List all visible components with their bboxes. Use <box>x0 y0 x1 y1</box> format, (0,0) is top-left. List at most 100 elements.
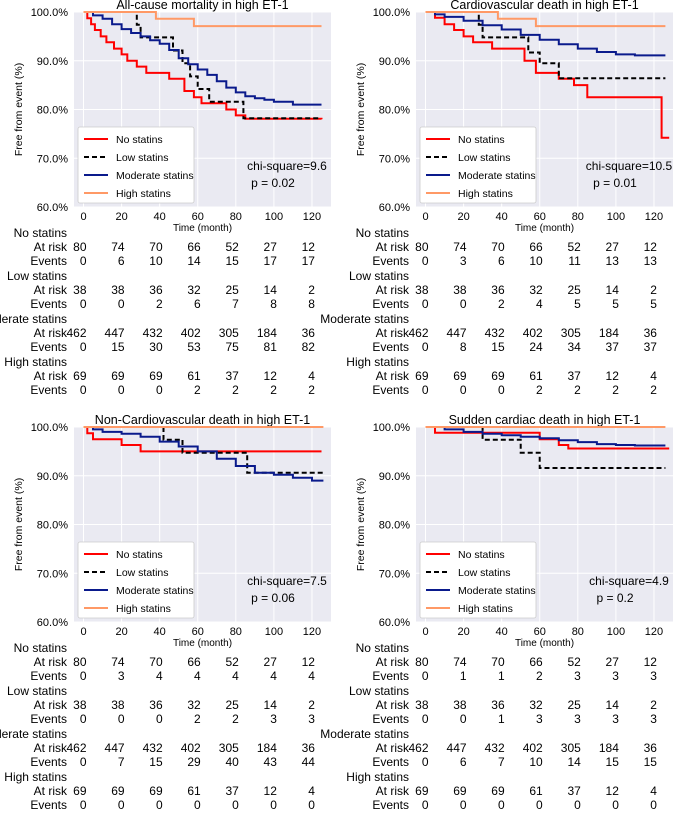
events-value: 15 <box>149 755 163 769</box>
events-value: 2 <box>194 712 201 726</box>
at-risk-value: 38 <box>453 698 467 712</box>
events-value: 4 <box>156 669 163 683</box>
events-value: 1 <box>460 669 467 683</box>
x-tick-label: 60 <box>534 626 546 638</box>
at-risk-value: 2 <box>308 283 315 297</box>
at-risk-value: 69 <box>415 369 429 383</box>
events-value: 7 <box>498 755 505 769</box>
events-value: 0 <box>80 669 87 683</box>
legend-label-low: Low statins <box>116 152 169 164</box>
at-risk-value: 32 <box>529 698 543 712</box>
at-risk-value: 66 <box>529 240 543 254</box>
at-risk-value: 61 <box>187 784 201 798</box>
p-value-text: p = 0.06 <box>251 591 295 605</box>
events-value: 15 <box>644 755 658 769</box>
risk-group-label: Moderate statins <box>0 312 67 326</box>
at-risk-value: 2 <box>650 698 657 712</box>
events-value: 17 <box>264 254 278 268</box>
at-risk-value: 38 <box>415 698 429 712</box>
events-value: 6 <box>498 254 505 268</box>
risk-group-label: High statins <box>346 355 409 369</box>
at-risk-value: 80 <box>73 240 87 254</box>
x-tick-label: 80 <box>230 626 242 638</box>
y-tick-label: 90.0% <box>37 471 68 483</box>
events-value: 43 <box>264 755 278 769</box>
events-value: 4 <box>536 297 543 311</box>
legend-label-no: No statins <box>116 549 163 561</box>
at-risk-value: 402 <box>181 741 201 755</box>
events-value: 8 <box>460 340 467 354</box>
at-risk-value: 184 <box>257 326 277 340</box>
y-tick-label: 70.0% <box>379 153 410 165</box>
events-value: 2 <box>194 383 201 397</box>
at-risk-value: 27 <box>606 655 620 669</box>
events-value: 0 <box>422 755 429 769</box>
km-panel-non-cardiovascular: Non-Cardiovascular death in high ET-1 60.… <box>0 413 342 830</box>
at-risk-value: 12 <box>606 369 620 383</box>
events-value: 2 <box>232 712 239 726</box>
x-tick-label: 120 <box>303 211 321 223</box>
x-axis-label: Time (month) <box>173 638 232 649</box>
chart-title: Cardiovascular death in high ET-1 <box>450 0 638 12</box>
risk-group-label: High statins <box>4 355 67 369</box>
at-risk-value: 70 <box>491 240 505 254</box>
km-curve-no-statins <box>83 11 323 120</box>
risk-group-label: High statins <box>4 770 67 784</box>
at-risk-label: At risk <box>34 240 68 254</box>
at-risk-value: 184 <box>599 741 619 755</box>
legend-label-low: Low statins <box>116 567 169 579</box>
at-risk-value: 36 <box>644 741 658 755</box>
km-curve-high-statins <box>425 11 666 28</box>
at-risk-value: 38 <box>111 698 125 712</box>
events-value: 0 <box>80 254 87 268</box>
events-label: Events <box>30 340 67 354</box>
at-risk-value: 69 <box>453 369 467 383</box>
p-value-text: p = 0.01 <box>593 176 637 190</box>
events-value: 14 <box>187 254 201 268</box>
at-risk-label: At risk <box>376 369 410 383</box>
at-risk-value: 4 <box>650 784 657 798</box>
at-risk-value: 69 <box>415 784 429 798</box>
events-label: Events <box>372 798 409 812</box>
at-risk-value: 36 <box>302 741 316 755</box>
x-tick-label: 40 <box>496 211 508 223</box>
risk-group-label: Moderate statins <box>0 727 67 741</box>
legend-label-no: No statins <box>116 134 163 146</box>
events-label: Events <box>372 254 409 268</box>
risk-group-label: No statins <box>14 226 67 240</box>
events-value: 34 <box>567 340 581 354</box>
events-value: 15 <box>491 340 505 354</box>
events-value: 0 <box>194 798 201 812</box>
at-risk-value: 61 <box>187 369 201 383</box>
at-risk-value: 61 <box>529 369 543 383</box>
at-risk-label: At risk <box>376 240 410 254</box>
x-tick-label: 0 <box>422 626 428 638</box>
at-risk-value: 36 <box>491 698 505 712</box>
x-tick-label: 120 <box>645 211 663 223</box>
km-curve-high-statins <box>83 11 322 28</box>
y-tick-label: 70.0% <box>37 153 68 165</box>
at-risk-value: 74 <box>453 240 467 254</box>
events-label: Events <box>372 297 409 311</box>
at-risk-value: 25 <box>225 283 239 297</box>
events-value: 2 <box>536 669 543 683</box>
at-risk-value: 69 <box>111 369 125 383</box>
events-value: 3 <box>612 669 619 683</box>
x-tick-label: 20 <box>115 211 127 223</box>
y-tick-label: 60.0% <box>37 617 68 629</box>
events-value: 0 <box>422 254 429 268</box>
events-value: 2 <box>650 383 657 397</box>
events-value: 0 <box>80 340 87 354</box>
x-axis-label: Time (month) <box>173 223 232 234</box>
events-value: 0 <box>650 798 657 812</box>
km-chart-cardiovascular: Cardiovascular death in high ET-1 60.0% 70… <box>320 0 673 397</box>
at-risk-value: 37 <box>225 784 239 798</box>
x-tick-label: 0 <box>80 626 86 638</box>
events-value: 0 <box>460 712 467 726</box>
y-tick-label: 100.0% <box>373 422 411 434</box>
at-risk-value: 402 <box>181 326 201 340</box>
legend-box <box>419 541 537 619</box>
events-value: 0 <box>118 798 125 812</box>
events-value: 0 <box>422 712 429 726</box>
at-risk-value: 69 <box>453 784 467 798</box>
